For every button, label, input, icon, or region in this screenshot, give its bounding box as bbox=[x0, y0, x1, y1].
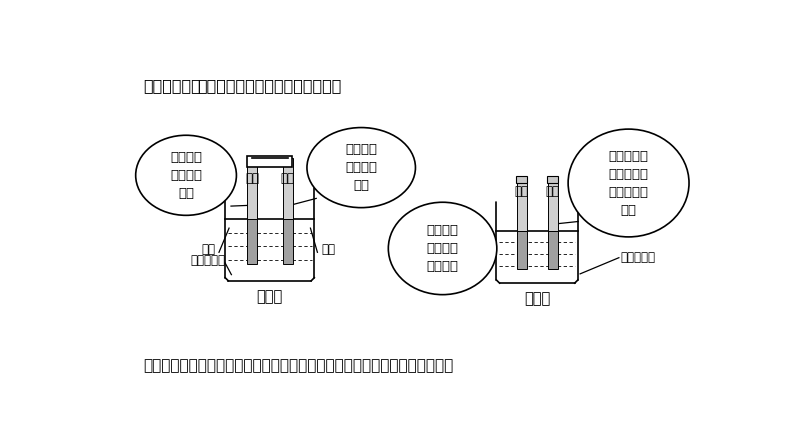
Bar bbox=[517, 231, 526, 269]
Bar bbox=[547, 176, 558, 183]
Text: 阳极: 阳极 bbox=[545, 186, 560, 198]
Text: 失去电子
发生氧化
反应: 失去电子 发生氧化 反应 bbox=[170, 151, 202, 200]
Text: 负极: 负极 bbox=[245, 172, 259, 185]
Text: 【方法提炼】: 【方法提炼】 bbox=[144, 79, 201, 93]
Bar bbox=[283, 219, 293, 264]
Bar bbox=[517, 183, 526, 231]
Text: 阳极: 阳极 bbox=[201, 244, 215, 257]
Bar bbox=[548, 183, 557, 231]
Text: 电解质溶液: 电解质溶液 bbox=[620, 251, 655, 264]
Text: 阴极: 阴极 bbox=[515, 186, 529, 198]
Ellipse shape bbox=[307, 127, 415, 208]
Bar bbox=[516, 176, 527, 183]
Bar bbox=[247, 158, 257, 219]
Text: 得到电子
发生还原
反应: 得到电子 发生还原 反应 bbox=[345, 143, 377, 192]
Text: 阴极: 阴极 bbox=[322, 244, 335, 257]
Text: 原电池: 原电池 bbox=[256, 289, 283, 304]
Bar bbox=[283, 158, 293, 219]
Text: 正极: 正极 bbox=[280, 172, 295, 185]
Ellipse shape bbox=[136, 135, 237, 215]
Text: 电解质溶液: 电解质溶液 bbox=[191, 254, 225, 267]
Bar bbox=[247, 219, 257, 264]
Text: 无论是原电池还是电解池，阳离子总是向阴极移动，阴离子总是向阳极移动。: 无论是原电池还是电解池，阳离子总是向阴极移动，阴离子总是向阳极移动。 bbox=[144, 358, 453, 373]
Ellipse shape bbox=[569, 129, 689, 237]
Text: 阴离子或阳
极材料失电
子发生氧化
反应: 阴离子或阳 极材料失电 子发生氧化 反应 bbox=[608, 149, 649, 216]
Text: 电极名称的判断及粒子的移动方向: 电极名称的判断及粒子的移动方向 bbox=[197, 79, 341, 93]
Bar bbox=[548, 231, 557, 269]
Text: 电解池: 电解池 bbox=[524, 291, 550, 306]
Ellipse shape bbox=[388, 202, 497, 295]
Text: 阳离子得
电子发生
还原反应: 阳离子得 电子发生 还原反应 bbox=[426, 224, 459, 273]
Bar bbox=[247, 156, 292, 167]
